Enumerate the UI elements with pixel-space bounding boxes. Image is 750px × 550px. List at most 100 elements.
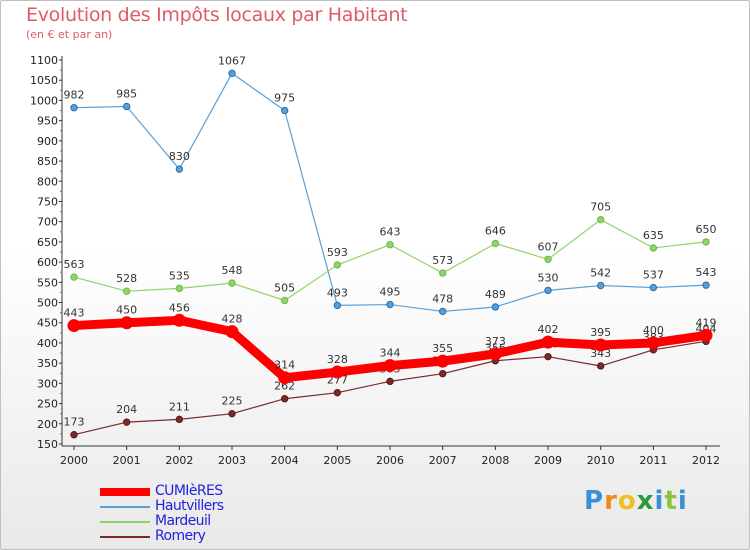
y-tick-label: 800: [37, 175, 58, 188]
y-tick-label: 350: [37, 357, 58, 370]
logo-letter: r: [604, 486, 618, 516]
x-tick-label: 2003: [218, 454, 246, 467]
data-label-mardeuil: 650: [696, 223, 717, 236]
data-point-cumi-res: [699, 328, 713, 342]
x-tick-label: 2006: [376, 454, 404, 467]
legend-swatch: [100, 488, 150, 496]
data-label-cumi-res: 443: [64, 307, 85, 320]
y-tick-label: 600: [37, 256, 58, 269]
data-label-cumi-res: 400: [643, 324, 664, 337]
data-point-romery: [70, 431, 78, 439]
data-label-mardeuil: 563: [64, 258, 85, 271]
data-point-hautvillers: [544, 286, 552, 295]
data-point-romery: [280, 395, 289, 403]
data-point-cumi-res: [278, 371, 292, 385]
x-tick-label: 2007: [429, 454, 457, 467]
y-tick-label: 900: [37, 135, 58, 148]
data-point-mardeuil: [386, 241, 394, 249]
data-label-hautvillers: 830: [169, 150, 190, 163]
data-label-mardeuil: 643: [380, 226, 401, 239]
data-point-mardeuil: [438, 269, 447, 277]
data-point-romery: [333, 388, 342, 397]
y-tick-label: 450: [37, 317, 58, 330]
data-point-mardeuil: [544, 255, 552, 263]
x-tick-label: 2008: [481, 454, 509, 467]
data-point-mardeuil: [228, 279, 236, 287]
data-point-mardeuil: [702, 238, 710, 246]
data-label-mardeuil: 607: [538, 240, 559, 253]
data-point-cumi-res: [383, 359, 397, 373]
y-tick-label: 950: [37, 115, 58, 128]
data-label-hautvillers: 982: [64, 89, 85, 102]
chart-title: Evolution des Impôts locaux par Habitant: [26, 4, 408, 26]
data-label-romery: 343: [590, 347, 611, 360]
data-label-hautvillers: 975: [274, 92, 295, 105]
x-tick-label: 2004: [271, 454, 299, 467]
data-label-hautvillers: 495: [380, 286, 401, 299]
logo-letter: t: [664, 486, 678, 516]
data-point-mardeuil: [122, 287, 131, 295]
data-label-mardeuil: 646: [485, 225, 506, 238]
data-point-cumi-res: [594, 338, 608, 352]
data-label-hautvillers: 530: [538, 271, 559, 284]
data-label-cumi-res: 419: [696, 316, 717, 329]
data-point-cumi-res: [120, 316, 134, 330]
data-label-hautvillers: 478: [432, 292, 453, 305]
x-tick-label: 2001: [113, 454, 141, 467]
data-label-mardeuil: 505: [274, 282, 295, 295]
data-point-hautvillers: [175, 165, 184, 173]
data-point-mardeuil: [280, 296, 289, 305]
logo-letter: i: [654, 486, 665, 516]
legend-swatch: [100, 506, 150, 508]
data-point-cumi-res: [330, 365, 344, 379]
data-point-romery: [438, 369, 447, 378]
data-label-cumi-res: 450: [116, 304, 137, 317]
legend-label: Romery: [155, 528, 206, 544]
data-label-cumi-res: 355: [432, 342, 453, 355]
y-tick-label: 500: [37, 297, 58, 310]
data-point-mardeuil: [70, 273, 78, 281]
logo-letter: x: [636, 486, 655, 516]
data-point-hautvillers: [491, 303, 500, 311]
legend-label: Mardeuil: [155, 513, 211, 529]
data-label-hautvillers: 493: [327, 286, 348, 299]
data-label-cumi-res: 456: [169, 301, 190, 314]
data-point-mardeuil: [491, 239, 500, 248]
data-point-cumi-res: [646, 336, 660, 350]
data-label-cumi-res: 402: [538, 323, 559, 336]
data-label-mardeuil: 573: [432, 254, 453, 267]
data-point-cumi-res: [541, 335, 555, 349]
data-point-romery: [544, 352, 552, 361]
data-point-romery: [175, 415, 184, 424]
data-label-hautvillers: 489: [485, 288, 506, 301]
data-label-hautvillers: 543: [696, 266, 717, 279]
y-tick-label: 150: [37, 438, 58, 451]
x-tick-label: 2011: [639, 454, 667, 467]
data-point-hautvillers: [122, 102, 131, 111]
x-tick-label: 2000: [60, 454, 88, 467]
proxiti-logo: Proxiti: [584, 486, 688, 516]
legend-swatch: [100, 521, 150, 523]
data-label-cumi-res: 428: [222, 313, 243, 326]
data-label-romery: 204: [116, 403, 137, 416]
data-label-mardeuil: 705: [590, 201, 611, 214]
y-tick-label: 1000: [30, 94, 58, 107]
data-point-cumi-res: [225, 325, 239, 339]
data-point-romery: [597, 362, 605, 370]
data-point-hautvillers: [702, 281, 710, 289]
data-label-romery: 211: [169, 400, 190, 413]
data-point-mardeuil: [333, 261, 342, 269]
data-label-cumi-res: 314: [274, 359, 295, 372]
data-point-cumi-res: [172, 313, 186, 327]
data-point-hautvillers: [438, 307, 447, 316]
data-point-hautvillers: [649, 283, 658, 292]
data-point-cumi-res: [436, 354, 450, 368]
data-label-hautvillers: 985: [116, 87, 137, 100]
y-tick-label: 1050: [30, 74, 58, 87]
x-tick-label: 2005: [323, 454, 351, 467]
data-label-romery: 225: [222, 395, 243, 408]
data-label-cumi-res: 344: [380, 347, 401, 360]
data-point-romery: [386, 377, 394, 386]
data-point-mardeuil: [649, 244, 658, 252]
